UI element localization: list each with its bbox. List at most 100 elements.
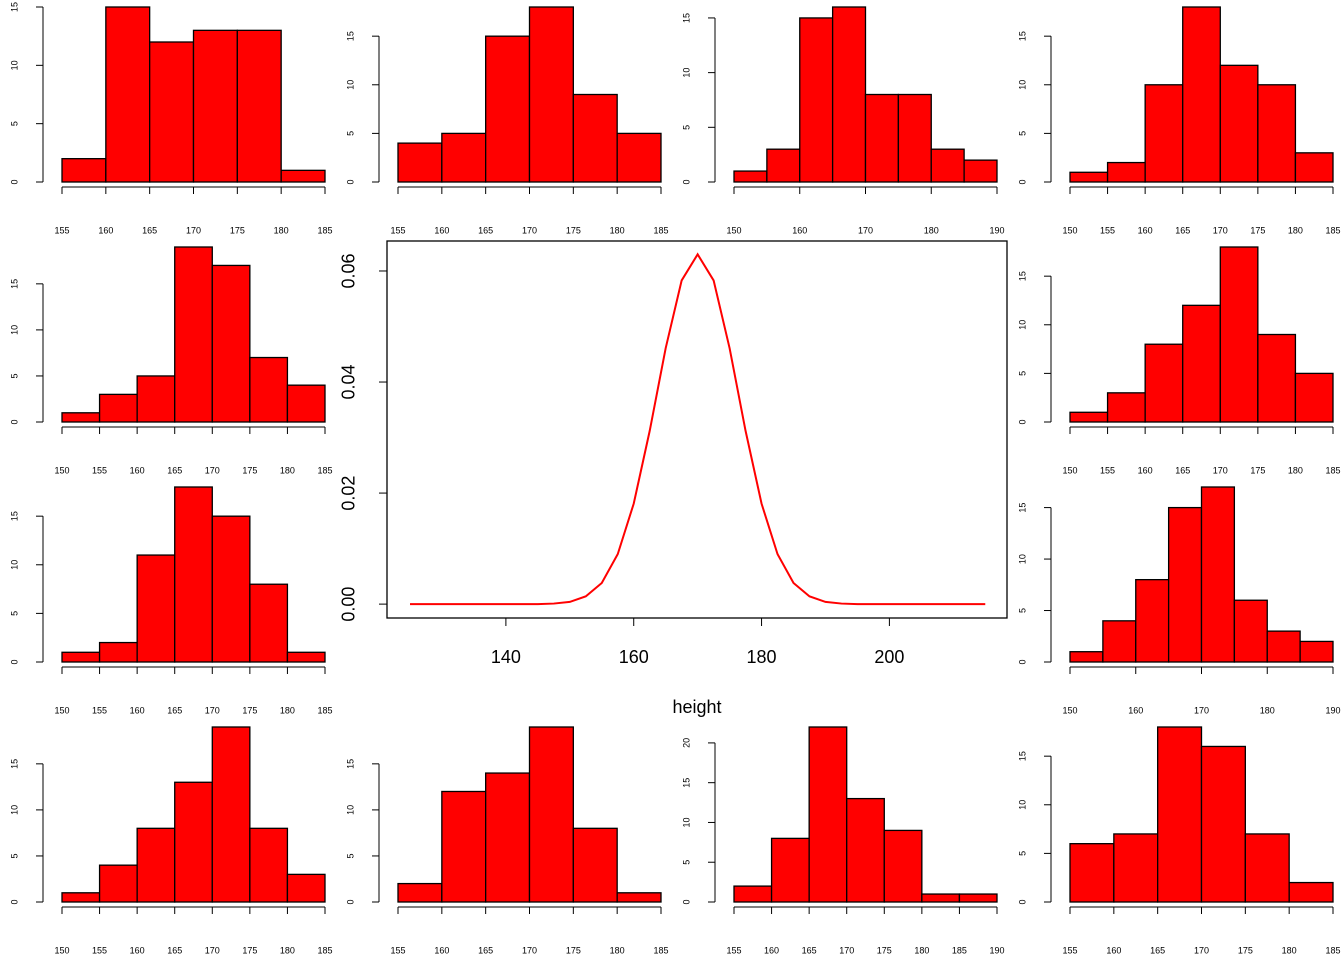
histogram-bar <box>1288 881 1334 903</box>
x-tick-label: 180 <box>280 945 295 955</box>
x-tick-label: 180 <box>1288 225 1303 235</box>
x-tick-label: 180 <box>280 465 295 475</box>
y-tick-label: 10 <box>9 560 19 570</box>
x-tick-label: 155 <box>390 945 405 955</box>
y-tick-label: 10 <box>1017 800 1027 810</box>
histogram-bar <box>1069 651 1104 663</box>
x-tick-label: 180 <box>610 225 625 235</box>
histogram-bar <box>1102 620 1137 663</box>
x-tick-label: 185 <box>317 465 332 475</box>
histogram-bar <box>1294 152 1334 183</box>
x-tick-label: 160 <box>1128 705 1143 715</box>
histogram-bar <box>249 583 289 663</box>
histogram-bar <box>211 515 251 663</box>
y-tick-label: 5 <box>345 131 355 136</box>
histogram-bar <box>1106 161 1146 183</box>
histogram-bar <box>897 93 932 183</box>
x-tick-label: 180 <box>610 945 625 955</box>
y-tick-label: 5 <box>9 611 19 616</box>
x-tick-label: 160 <box>1106 945 1121 955</box>
histogram-bar <box>1200 745 1246 903</box>
y-tick-label: 15 <box>1017 503 1027 513</box>
y-tick-label: 10 <box>9 805 19 815</box>
x-tick-label: 160 <box>130 945 145 955</box>
x-tick-label: 155 <box>54 225 69 235</box>
x-tick-label: 175 <box>230 225 245 235</box>
x-tick-label: 175 <box>1250 225 1265 235</box>
density-line <box>410 252 986 606</box>
x-tick-label: 175 <box>242 945 257 955</box>
histogram-bar <box>136 375 176 423</box>
y-tick-label: 0 <box>345 179 355 184</box>
y-tick-label: 10 <box>9 325 19 335</box>
x-tick-label: 175 <box>242 705 257 715</box>
histogram-bar <box>1106 392 1146 423</box>
x-tick-label: 155 <box>1100 225 1115 235</box>
x-tick-label: 175 <box>566 945 581 955</box>
x-tick-label: 190 <box>989 225 1004 235</box>
histogram-bar <box>136 827 176 903</box>
histogram-bar <box>831 6 867 183</box>
x-tick-label: 170 <box>205 945 220 955</box>
x-tick-label: 165 <box>478 225 493 235</box>
x-tick-label: 160 <box>1138 225 1153 235</box>
x-tick-label: 155 <box>92 945 107 955</box>
histogram-bar <box>766 148 801 183</box>
histogram-bar <box>799 17 834 183</box>
x-tick-label: 185 <box>952 945 967 955</box>
x-tick-label: 150 <box>54 465 69 475</box>
histogram-bar <box>1244 833 1290 903</box>
y-tick-label: 10 <box>345 80 355 90</box>
x-tick-label: 160 <box>130 465 145 475</box>
y-tick-label: 15 <box>681 13 691 23</box>
y-tick-label: 15 <box>1017 751 1027 761</box>
histogram-bar <box>733 170 768 183</box>
histogram-bar <box>1233 599 1268 663</box>
y-tick-label: 15 <box>9 511 19 521</box>
y-tick-label: 0 <box>1017 179 1027 184</box>
y-tick-label: 15 <box>345 31 355 41</box>
histogram-bar <box>174 781 213 903</box>
x-tick-label: 180 <box>274 225 289 235</box>
y-tick-label: 0.00 <box>339 587 359 622</box>
x-tick-label: 185 <box>1325 465 1340 475</box>
x-tick-label: 175 <box>242 465 257 475</box>
x-tick-label: 185 <box>317 945 332 955</box>
y-tick-label: 0 <box>345 899 355 904</box>
x-tick-label: 160 <box>434 945 449 955</box>
x-tick-label: 160 <box>1138 465 1153 475</box>
histogram-bar <box>286 873 326 903</box>
histogram-bar <box>883 829 923 903</box>
histogram-bar <box>1219 246 1259 423</box>
histogram-bar <box>963 159 998 183</box>
x-tick-label: 150 <box>54 705 69 715</box>
plot-frame <box>386 240 1008 619</box>
x-tick-label: 170 <box>205 465 220 475</box>
x-tick-label: 155 <box>390 225 405 235</box>
y-tick-label: 10 <box>681 817 691 827</box>
histogram-bar <box>528 726 574 903</box>
histogram-bar <box>174 486 213 663</box>
histogram-bar <box>1182 304 1221 423</box>
y-tick-label: 0 <box>681 179 691 184</box>
histogram-bar <box>280 169 326 183</box>
histogram-bar <box>441 790 487 903</box>
x-tick-label: 165 <box>1150 945 1165 955</box>
x-tick-label: 160 <box>98 225 113 235</box>
x-tick-label: 175 <box>877 945 892 955</box>
y-tick-label: 15 <box>9 2 19 12</box>
x-tick-label: 160 <box>764 945 779 955</box>
histogram-bar <box>1069 843 1115 903</box>
x-tick-label: 170 <box>1194 945 1209 955</box>
y-tick-label: 0 <box>1017 659 1027 664</box>
histogram-bar <box>136 554 176 663</box>
x-tick-label: 160 <box>619 647 649 667</box>
y-tick-label: 15 <box>1017 271 1027 281</box>
histogram-bar <box>249 827 289 903</box>
x-tick-label: 180 <box>924 225 939 235</box>
x-tick-label: 185 <box>317 225 332 235</box>
histogram-bar <box>572 827 618 903</box>
x-tick-label: 150 <box>1062 705 1077 715</box>
histogram-bar <box>930 148 965 183</box>
x-tick-label: 170 <box>1213 465 1228 475</box>
